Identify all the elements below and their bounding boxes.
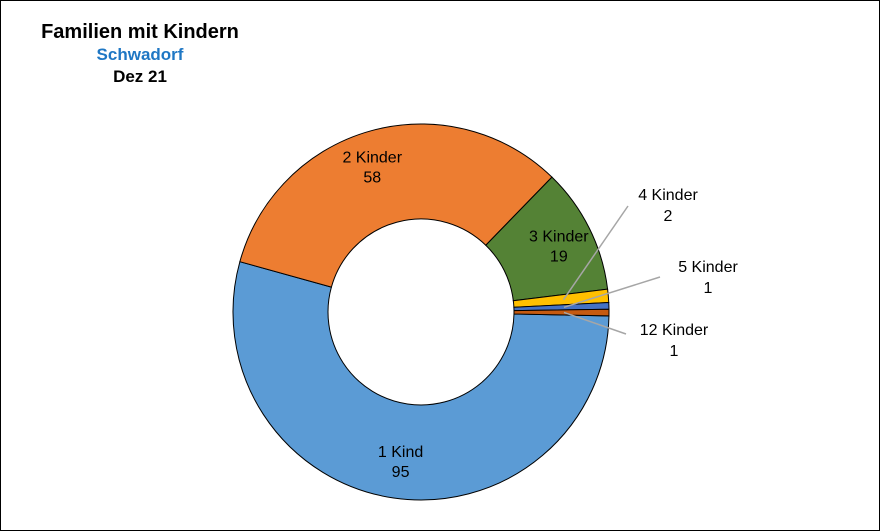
slice-value-1: 58 bbox=[363, 169, 381, 186]
slice-value-4: 1 bbox=[704, 280, 713, 297]
slice-label-3: 4 Kinder bbox=[638, 187, 698, 204]
slice-value-2: 19 bbox=[550, 248, 568, 265]
chart-title-block: Familien mit Kindern Schwadorf Dez 21 bbox=[10, 20, 270, 88]
slice-1-kind bbox=[232, 261, 610, 501]
slice-label-5: 12 Kinder bbox=[640, 322, 709, 339]
slice-label-1: 2 Kinder bbox=[342, 149, 402, 166]
slice-value-5: 1 bbox=[670, 343, 679, 360]
leader-line-4 bbox=[563, 276, 661, 309]
slice-label-2: 3 Kinder bbox=[529, 228, 589, 245]
leader-line-5 bbox=[563, 311, 627, 335]
leader-line-3 bbox=[562, 205, 629, 301]
slice-label-4: 5 Kinder bbox=[678, 259, 738, 276]
slice-value-3: 2 bbox=[664, 208, 673, 225]
chart-title: Familien mit Kindern bbox=[41, 21, 239, 43]
slice-value-0: 95 bbox=[392, 464, 410, 481]
slice-12-kinder bbox=[513, 308, 610, 317]
slice-2-kinder bbox=[239, 123, 553, 288]
chart-date-label: Dez 21 bbox=[113, 67, 167, 86]
chart-subtitle: Schwadorf bbox=[96, 45, 184, 64]
slice-label-0: 1 Kind bbox=[378, 444, 423, 461]
